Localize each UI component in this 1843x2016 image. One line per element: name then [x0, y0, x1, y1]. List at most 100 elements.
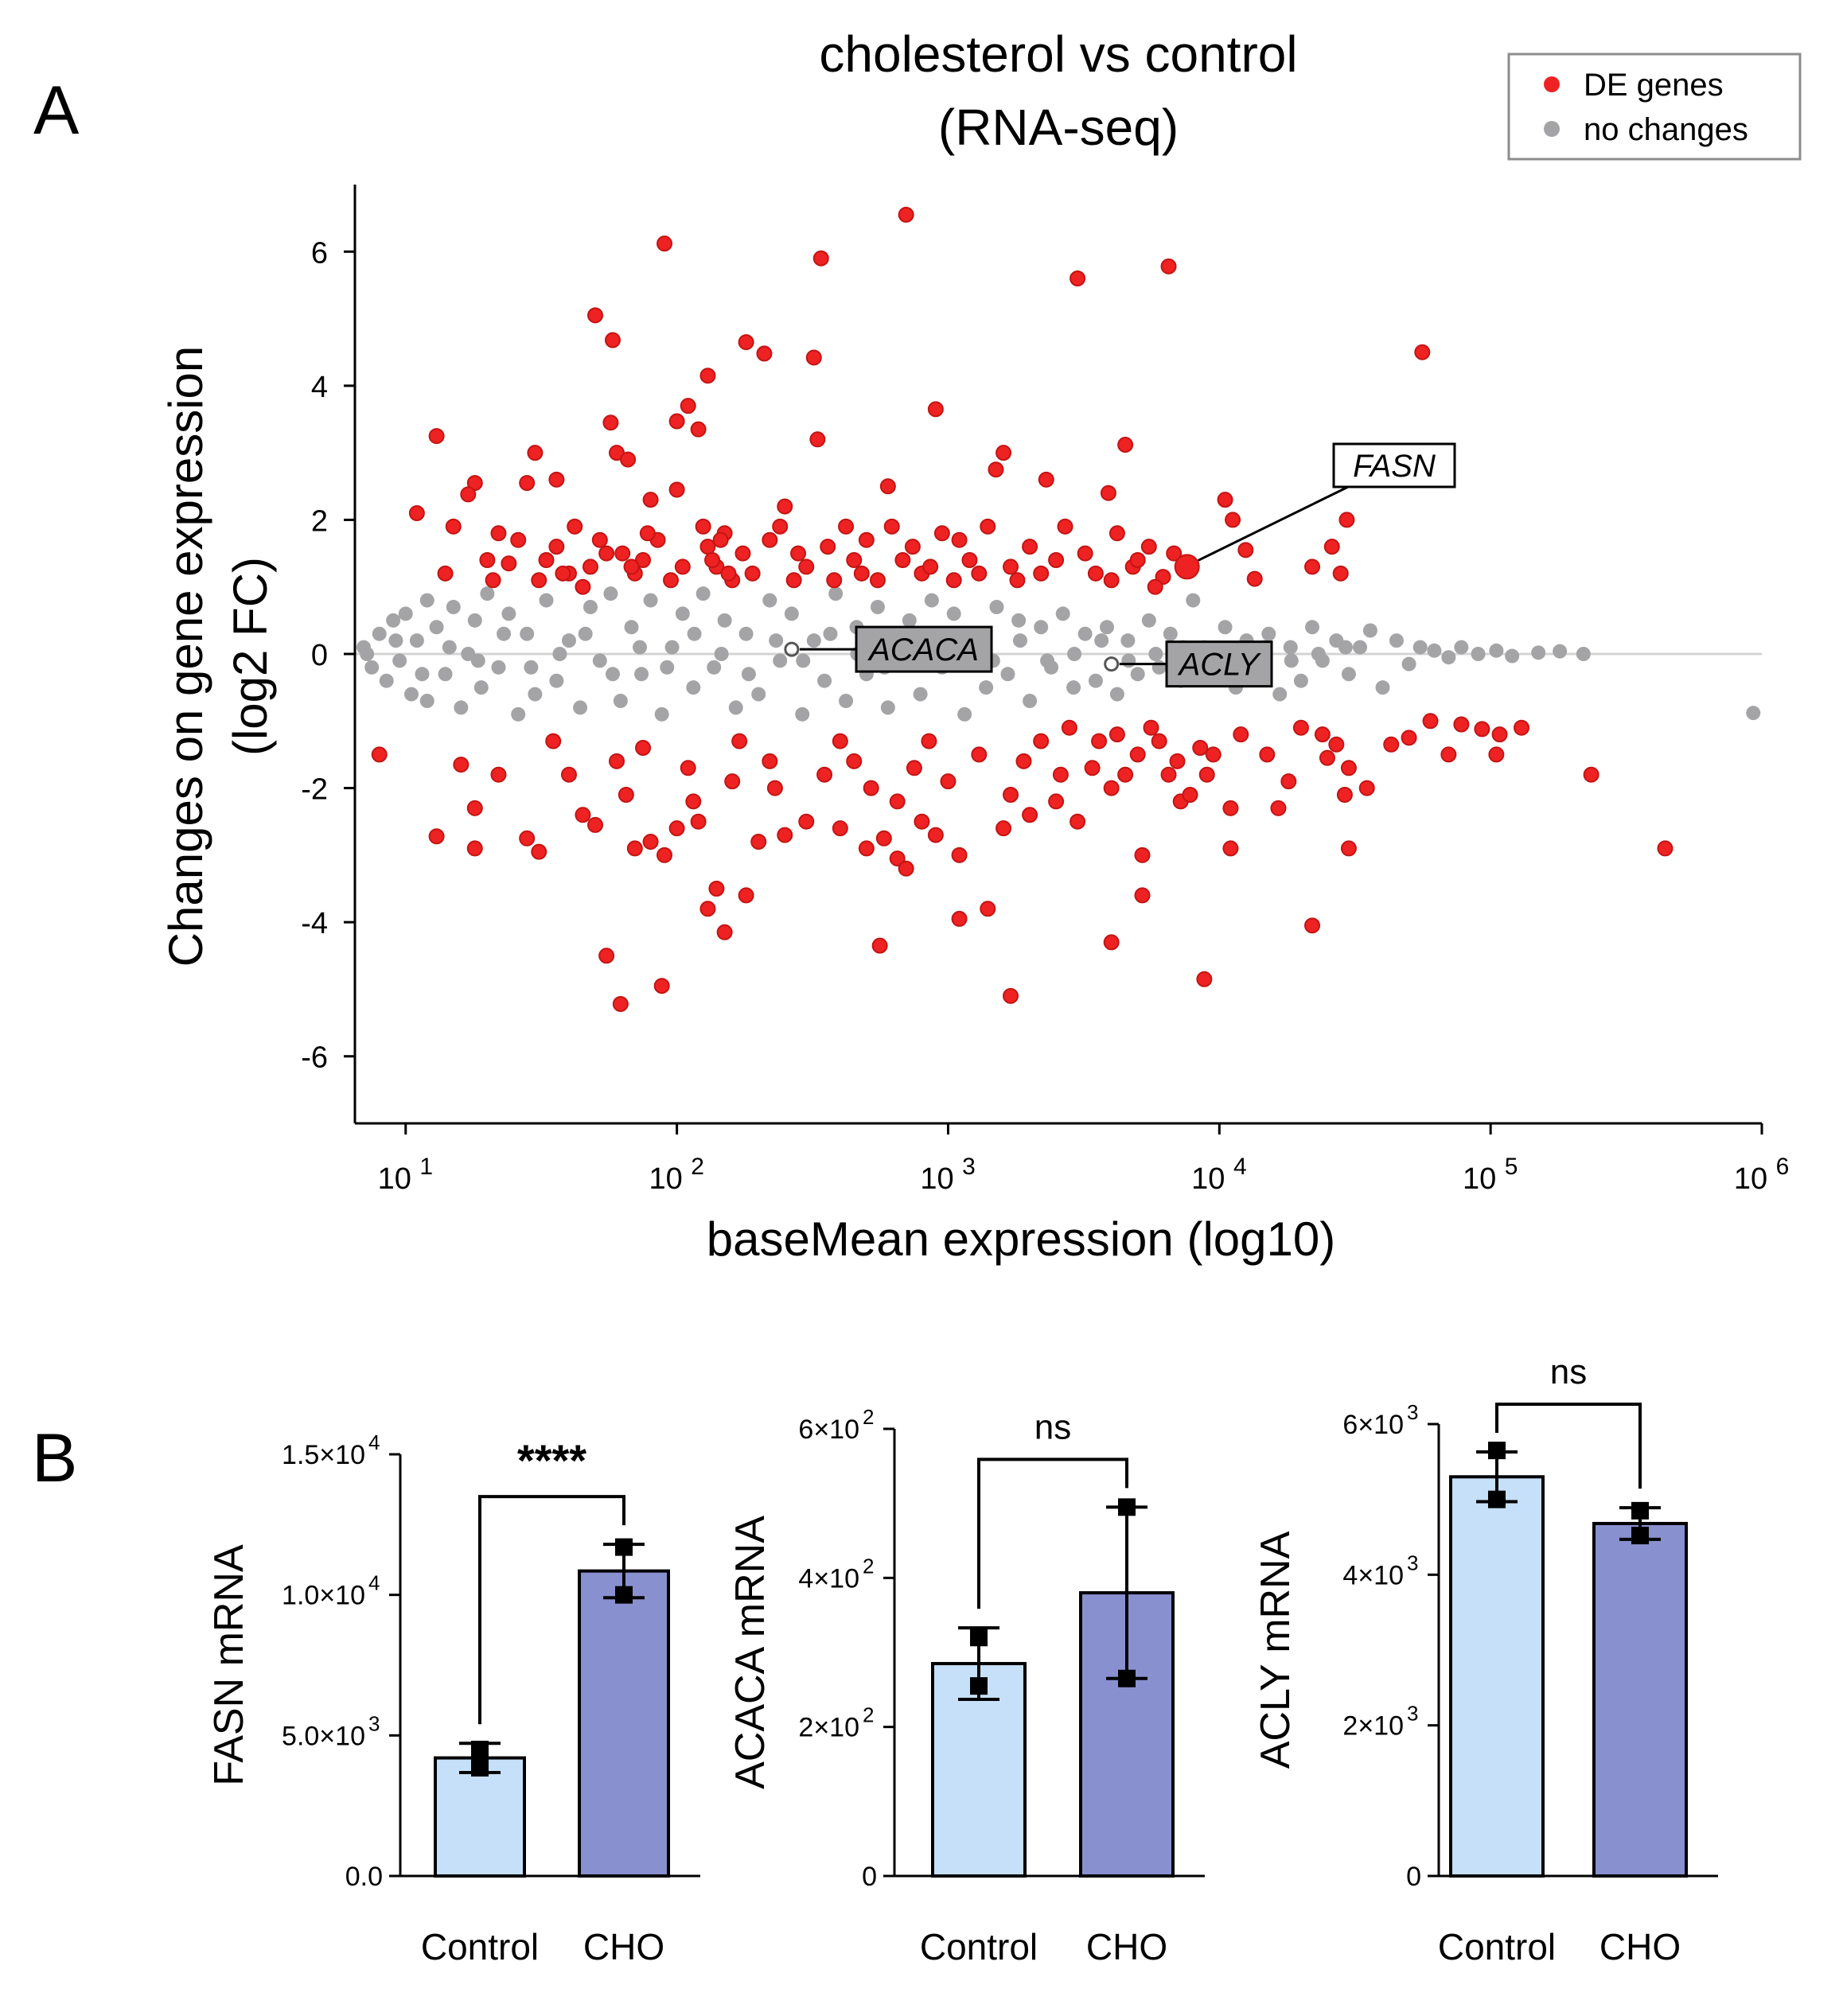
no-change-point: [634, 667, 649, 682]
de-gene-point: [1222, 840, 1239, 857]
acaca-mrna-axis-label: ACACA mRNA: [727, 1516, 773, 1789]
no-change-point: [603, 586, 618, 601]
de-gene-point: [716, 924, 733, 940]
de-gene-point: [951, 846, 968, 863]
no-change-point: [784, 606, 799, 621]
annotation-box: [1332, 442, 1456, 488]
no-change-point: [1283, 640, 1298, 655]
no-change-point: [1338, 640, 1353, 655]
y-tick-label: 0.0: [345, 1862, 383, 1892]
y-tick-exponent: 3: [1407, 1551, 1418, 1574]
annotation-acaca: ACACA: [784, 625, 993, 673]
no-change-point: [1067, 647, 1082, 661]
no-change-point: [1109, 687, 1124, 702]
de-gene-point: [1070, 813, 1086, 830]
x-tick-label: 10: [649, 1162, 682, 1196]
de-gene-point: [738, 334, 754, 351]
de-gene-point: [663, 572, 680, 589]
no-change-point: [360, 647, 375, 661]
de-gene-point: [853, 565, 870, 582]
no-change-point: [1412, 640, 1428, 655]
category-label-control: Control: [1438, 1926, 1556, 1967]
no-change-point: [1305, 620, 1320, 635]
panel-label-b: B: [32, 1420, 77, 1496]
de-gene-point: [720, 565, 737, 582]
no-change-point: [1261, 626, 1276, 641]
de-gene-point: [479, 552, 496, 568]
no-change-point: [528, 687, 543, 702]
no-change-point: [1401, 656, 1416, 671]
no-change-point: [741, 667, 756, 682]
no-change-point: [707, 660, 722, 675]
x-tick-label: 10: [920, 1162, 953, 1196]
replicate-point: [1488, 1490, 1506, 1508]
de-gene-point: [798, 558, 815, 575]
no-change-point: [583, 600, 598, 614]
de-gene-point: [1151, 733, 1167, 749]
de-gene-point: [604, 332, 621, 348]
y-tick-exponent: 4: [368, 1430, 380, 1454]
annotation-marker: [1104, 656, 1120, 672]
no-change-point: [1505, 648, 1520, 664]
y-tick-label: 2×10: [798, 1713, 859, 1743]
de-gene-point: [1169, 753, 1186, 769]
no-change-point: [624, 620, 639, 635]
de-gene-point: [858, 840, 875, 857]
de-gene-point: [1182, 787, 1198, 803]
de-gene-point: [548, 539, 565, 555]
de-gene-point: [690, 421, 707, 438]
category-label-cho: CHO: [1599, 1926, 1681, 1967]
no-change-point: [403, 687, 419, 702]
de-gene-point: [731, 733, 748, 749]
y-tick-label: 6×10: [1342, 1410, 1404, 1440]
de-gene-point: [1140, 539, 1157, 555]
de-gene-point: [618, 787, 634, 803]
no-change-point: [654, 706, 669, 722]
de-gene-point: [639, 525, 656, 542]
y-tick-label: 5.0×10: [282, 1721, 365, 1751]
de-gene-point: [591, 531, 608, 548]
y-tick-label: 1.5×10: [282, 1440, 365, 1470]
de-gene-point: [1583, 766, 1599, 783]
no-change-point: [388, 633, 403, 648]
y-tick-label: 6×10: [798, 1415, 859, 1445]
no-change-point: [1489, 643, 1504, 658]
de-gene-point: [1109, 726, 1125, 743]
de-gene-point: [690, 813, 707, 830]
no-change-point: [1272, 687, 1288, 702]
de-gene-point: [501, 555, 517, 572]
de-gene-point: [620, 451, 637, 468]
no-change-point: [1034, 620, 1049, 635]
no-change-point: [524, 660, 539, 675]
no-change-point: [1389, 633, 1404, 648]
bar-cho: [578, 1569, 670, 1878]
de-gene-point: [869, 572, 886, 589]
de-gene-point: [812, 250, 829, 267]
de-gene-point: [777, 498, 793, 515]
bar-cho: [1592, 1521, 1688, 1878]
de-gene-point: [945, 572, 962, 589]
no-change-point: [1000, 667, 1015, 682]
no-change-point: [491, 660, 506, 675]
replicate-point: [1631, 1501, 1649, 1520]
de-gene-point: [371, 746, 388, 763]
replicate-point: [615, 1586, 633, 1604]
x-tick-label: 10: [1463, 1162, 1496, 1196]
no-change-point: [501, 606, 516, 621]
de-gene-point: [460, 486, 477, 503]
no-change-point: [1012, 633, 1027, 648]
de-gene-point: [668, 481, 685, 498]
no-change-point: [823, 626, 838, 641]
replicate-point: [471, 1758, 489, 1777]
de-gene-point: [738, 887, 754, 904]
no-change-point: [446, 600, 461, 614]
de-gene-point: [614, 545, 631, 562]
de-gene-point: [445, 518, 462, 535]
x-tick-exponent: 6: [1776, 1154, 1790, 1180]
de-gene-point: [988, 461, 1004, 478]
de-gene-point: [531, 572, 547, 589]
de-gene-point: [699, 368, 716, 384]
fasn-mrna-axis-label: FASN mRNA: [206, 1544, 252, 1786]
